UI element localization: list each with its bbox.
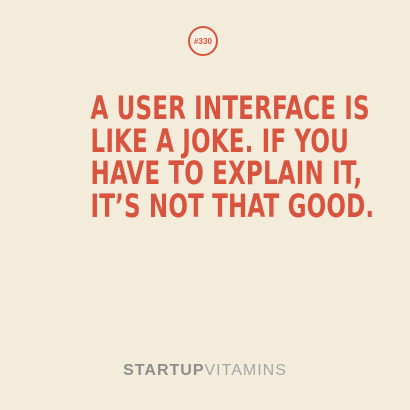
brand-name-bold: STARTUP: [123, 362, 205, 379]
issue-badge: #330: [188, 26, 218, 56]
quote-line-3: HAVE TO EXPLAIN IT,: [90, 154, 363, 193]
quote-text: A USER INTERFACE IS LIKE A JOKE. IF YOU …: [90, 89, 375, 225]
brand-name-light: VITAMINS: [204, 362, 287, 379]
quote-line-1: A USER INTERFACE IS: [90, 89, 370, 127]
quote-line-4: IT’S NOT THAT GOOD.: [90, 186, 375, 225]
brand-logo: STARTUPVITAMINS: [0, 362, 410, 380]
issue-number: #330: [193, 36, 213, 46]
quote-line-2: LIKE A JOKE. IF YOU: [90, 121, 350, 160]
